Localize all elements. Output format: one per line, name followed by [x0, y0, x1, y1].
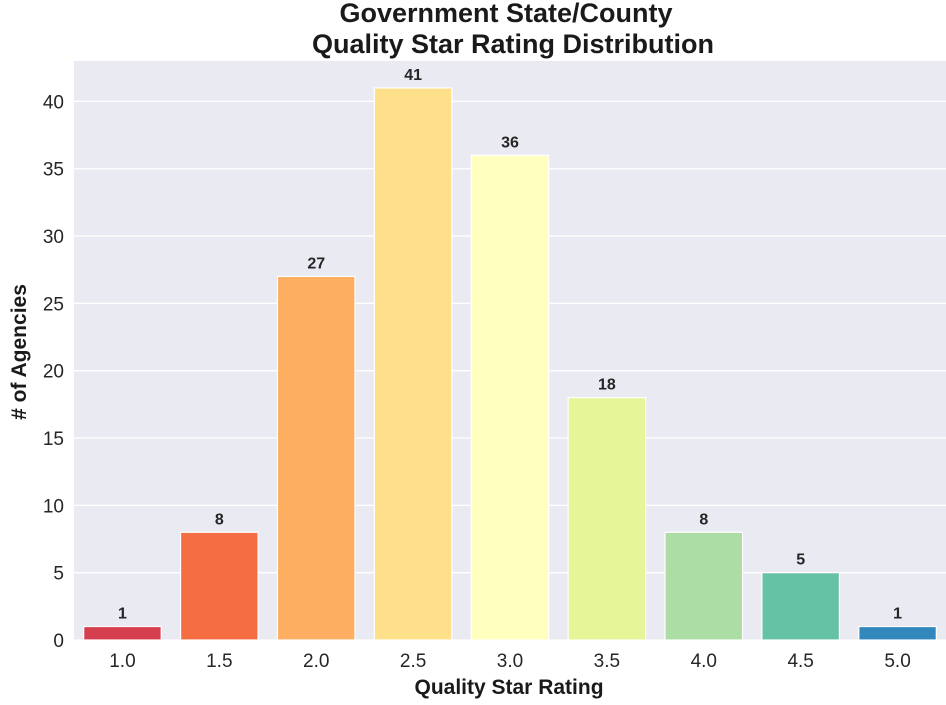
y-tick-label: 15: [43, 429, 64, 450]
x-tick-label: 4.5: [787, 651, 813, 672]
bar-value-label: 1: [118, 606, 127, 623]
x-tick-label: 2.0: [303, 651, 329, 672]
y-tick-label: 5: [53, 564, 64, 585]
bar-value-label: 18: [598, 377, 616, 394]
y-tick-label: 10: [43, 496, 64, 517]
x-tick-label: 3.5: [594, 651, 620, 672]
bar: [664, 531, 744, 641]
x-tick-label: 4.0: [691, 651, 717, 672]
bar: [761, 572, 841, 641]
x-tick-label: 3.0: [497, 651, 523, 672]
bars: [83, 87, 937, 641]
y-tick-label: 20: [43, 362, 64, 383]
bar-value-label: 41: [404, 67, 422, 84]
bar-value-label: 1: [893, 606, 902, 623]
bar-value-label: 5: [796, 552, 805, 569]
y-tick-label: 30: [43, 227, 64, 248]
x-tick-label: 1.0: [109, 651, 135, 672]
chart-title-line-2: Quality Star Rating Distribution: [312, 29, 714, 59]
bar-value-label: 27: [307, 255, 325, 272]
bar: [179, 531, 259, 641]
bar: [470, 154, 550, 641]
bar: [567, 397, 647, 641]
x-tick-labels: 1.0 1.5 2.0 2.5 3.0 3.5 4.0 4.5 5.0: [109, 651, 911, 672]
x-tick-label: 1.5: [206, 651, 232, 672]
y-tick-labels: 0 5 10 15 20 25 30 35 40: [43, 92, 64, 652]
y-axis-label: # of Agencies: [8, 284, 31, 420]
bar: [373, 87, 453, 641]
bar-value-label: 8: [215, 511, 224, 528]
x-tick-label: 5.0: [884, 651, 910, 672]
y-tick-label: 35: [43, 160, 64, 181]
y-tick-label: 25: [43, 294, 64, 315]
bar-value-label: 8: [699, 511, 708, 528]
bar: [276, 275, 356, 641]
x-axis-label: Quality Star Rating: [414, 676, 603, 699]
x-tick-label: 2.5: [400, 651, 426, 672]
y-tick-label: 0: [53, 631, 64, 652]
chart-title-line-1: Government State/County: [339, 0, 672, 28]
y-tick-label: 40: [43, 92, 64, 113]
bar: [83, 625, 162, 641]
bar-value-label: 36: [501, 134, 519, 151]
bar: [858, 625, 937, 641]
